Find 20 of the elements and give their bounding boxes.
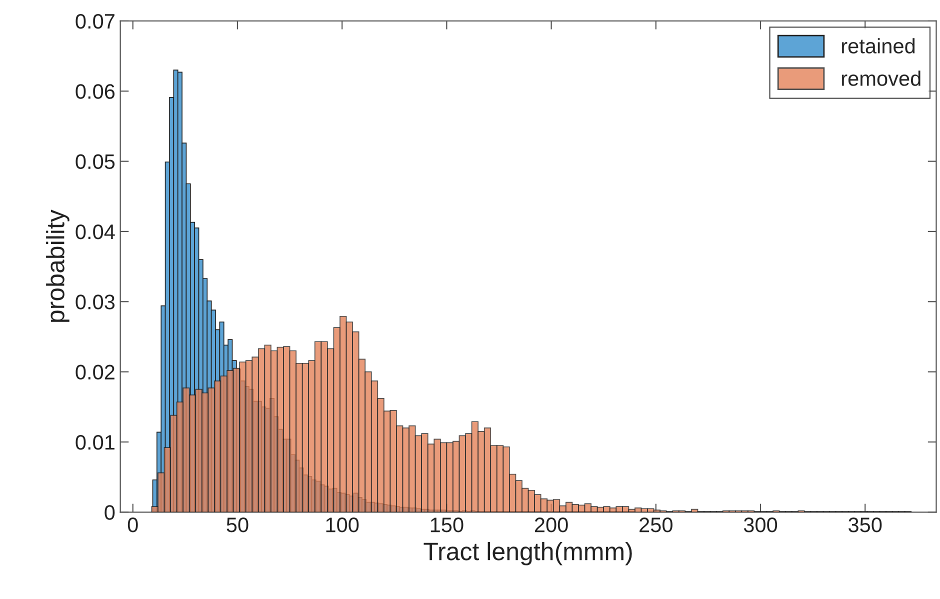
x-tick-label: 50	[226, 518, 248, 532]
x-tick-label: 300	[744, 518, 778, 532]
y-tick-label: 0.03	[76, 294, 115, 310]
x-tick-label: 100	[326, 518, 359, 532]
x-tick-label: 150	[430, 518, 464, 532]
y-tick-label: 0.02	[76, 364, 114, 380]
y-tick-label: 0.01	[76, 434, 114, 450]
x-tick-label: 0	[128, 518, 138, 532]
y-tick-label: 0.04	[76, 224, 115, 240]
y-tick-label: 0.07	[76, 14, 114, 29]
x-tick-label: 200	[534, 518, 568, 532]
legend-label: retained	[842, 38, 915, 54]
x-axis-title: Tract length(mmm)	[424, 542, 632, 566]
x-tick-label: 350	[848, 518, 882, 532]
y-tick-label: 0	[104, 505, 115, 520]
y-axis-title: probability	[46, 210, 70, 322]
legend-label: removed	[842, 70, 920, 86]
x-tick-label: 250	[640, 518, 672, 532]
y-tick-label: 0.06	[76, 84, 115, 99]
y-tick-label: 0.05	[76, 154, 115, 170]
